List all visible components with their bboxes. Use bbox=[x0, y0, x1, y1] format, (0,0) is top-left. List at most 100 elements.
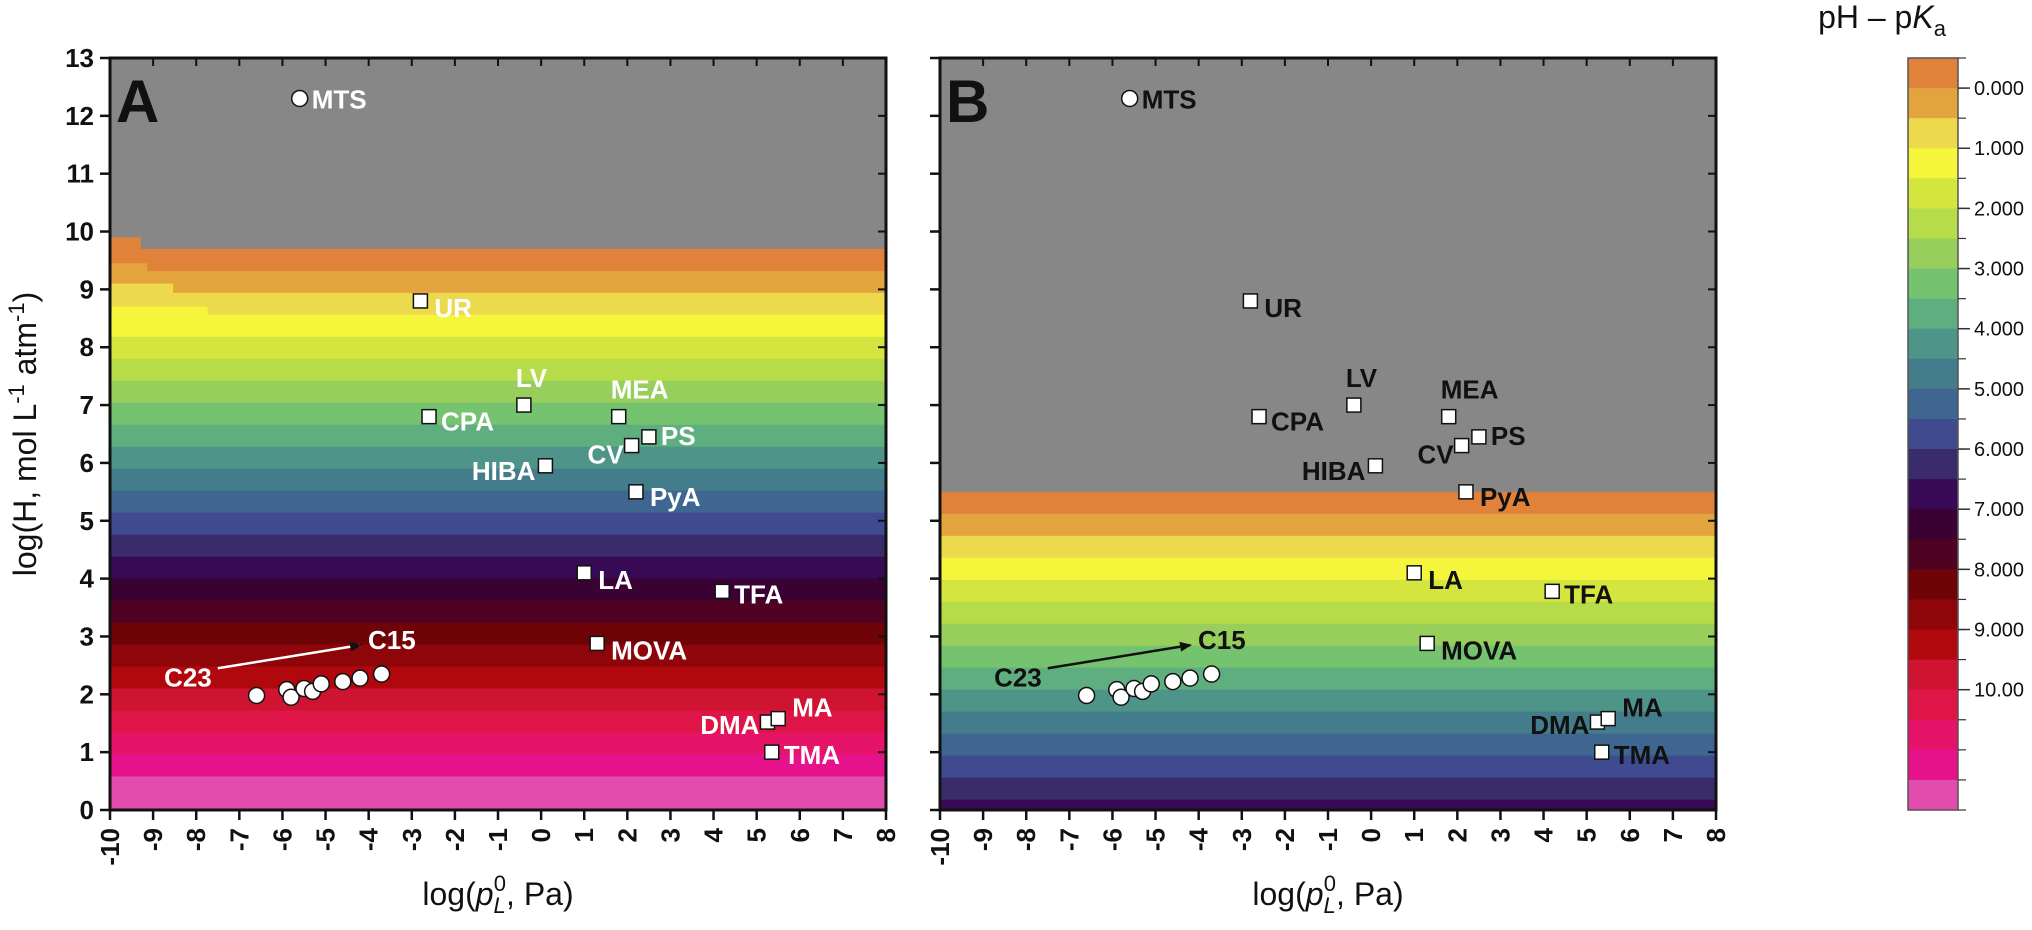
y-tick-label: 5 bbox=[80, 506, 94, 536]
cluster-point bbox=[282, 688, 300, 706]
panel-b-x-label: log(pL0, Pa) bbox=[1252, 871, 1403, 918]
color-band bbox=[110, 710, 886, 734]
colorbar-swatch bbox=[1908, 388, 1958, 420]
data-point bbox=[628, 484, 644, 500]
data-point bbox=[537, 458, 554, 474]
x-tick-label: -3 bbox=[397, 828, 427, 851]
color-band bbox=[110, 380, 886, 404]
colorbar-swatch bbox=[1908, 418, 1958, 450]
data-point bbox=[412, 293, 429, 309]
y-tick-label: 0 bbox=[80, 795, 94, 825]
data-point bbox=[1346, 397, 1362, 413]
colorbar-tick-label: 1.000 bbox=[1974, 138, 2024, 160]
point-label: UR bbox=[434, 293, 472, 323]
color-band bbox=[940, 557, 1716, 581]
color-band bbox=[940, 579, 1716, 603]
colorbar-tick-label: 3.000 bbox=[1974, 259, 2024, 281]
x-tick-label: 2 bbox=[1442, 828, 1472, 842]
color-band bbox=[110, 600, 886, 624]
point-label: C15 bbox=[1198, 625, 1246, 655]
point-label: C23 bbox=[164, 662, 212, 692]
colorbar-swatch bbox=[1908, 749, 1958, 781]
y-tick-label: 7 bbox=[80, 390, 94, 420]
color-band bbox=[110, 666, 886, 690]
data-point bbox=[290, 89, 309, 108]
point-label: TFA bbox=[1564, 579, 1613, 609]
colorbar-swatch bbox=[1908, 238, 1958, 270]
panel-a: C23 C15 MTS UR LV CPA MEA PS CV HIBA PyA LA TFA MOVA D… bbox=[4, 43, 901, 918]
panel-a-x-axis: -10 -9 -8 -7 -6 -5 -4 -3 -2 -1 0 1 2 3 4 5 6 7 8 bbox=[95, 58, 901, 866]
point-label: PyA bbox=[650, 482, 701, 512]
color-band bbox=[940, 777, 1716, 801]
data-point bbox=[589, 635, 605, 652]
y-tick-label: 6 bbox=[80, 448, 94, 478]
color-band bbox=[940, 689, 1716, 713]
point-label: DMA bbox=[700, 710, 759, 740]
color-band bbox=[110, 336, 886, 360]
color-band bbox=[110, 490, 886, 514]
color-band bbox=[940, 755, 1716, 779]
color-band bbox=[940, 601, 1716, 625]
point-label: MOVA bbox=[611, 635, 687, 665]
data-point bbox=[610, 408, 627, 425]
band-step bbox=[110, 306, 208, 329]
point-label: C23 bbox=[994, 662, 1042, 692]
color-band bbox=[940, 711, 1716, 735]
colorbar-swatch bbox=[1908, 779, 1958, 811]
point-label: MEA bbox=[1441, 375, 1499, 405]
colorbar-swatch bbox=[1908, 358, 1958, 390]
color-band bbox=[110, 468, 886, 492]
data-point bbox=[576, 565, 592, 581]
cluster-point bbox=[334, 672, 352, 691]
point-label: CV bbox=[1418, 440, 1455, 470]
data-point bbox=[764, 744, 780, 760]
color-band bbox=[110, 732, 886, 756]
panel-a-x-label: log(pL0, Pa) bbox=[422, 871, 573, 918]
cluster-point bbox=[1202, 665, 1221, 683]
data-point bbox=[623, 437, 640, 454]
x-tick-label: -4 bbox=[1184, 827, 1214, 851]
point-label: LA bbox=[1428, 565, 1463, 595]
y-tick-label: 10 bbox=[65, 217, 94, 247]
x-tick-label: -4 bbox=[354, 827, 384, 851]
y-tick-label: 11 bbox=[67, 159, 95, 189]
colorbar-title: pH – pKa bbox=[1818, 0, 1947, 41]
x-tick-label: -2 bbox=[1270, 828, 1300, 851]
point-label: MA bbox=[1622, 693, 1663, 723]
x-tick-label: 1 bbox=[569, 828, 599, 842]
colorbar-swatch bbox=[1908, 449, 1958, 480]
cluster-point bbox=[1142, 675, 1160, 693]
colorbar-swatch bbox=[1908, 659, 1958, 691]
point-label: MTS bbox=[1142, 84, 1197, 114]
data-point bbox=[1594, 744, 1610, 760]
point-label: C15 bbox=[368, 625, 416, 655]
panel-a-y-label: log(H, mol L-1 atm-1) bbox=[4, 292, 43, 577]
x-tick-label: 3 bbox=[1485, 828, 1515, 842]
x-tick-label: 5 bbox=[1572, 828, 1602, 842]
data-point bbox=[516, 397, 532, 413]
colorbar-swatches bbox=[1908, 58, 1958, 811]
y-tick-label: 12 bbox=[65, 101, 94, 131]
color-band bbox=[110, 446, 886, 470]
colorbar-swatch bbox=[1908, 629, 1958, 661]
data-point bbox=[1406, 565, 1422, 581]
point-label: DMA bbox=[1530, 710, 1589, 740]
data-point bbox=[714, 583, 730, 600]
point-label: MEA bbox=[611, 375, 669, 405]
point-label: PyA bbox=[1480, 482, 1531, 512]
point-label: CV bbox=[588, 440, 625, 470]
data-point bbox=[1242, 293, 1259, 309]
colorbar-swatch bbox=[1908, 509, 1958, 540]
point-label: TMA bbox=[1614, 740, 1671, 770]
point-label: PS bbox=[1491, 421, 1526, 451]
colorbar-swatch bbox=[1908, 58, 1958, 89]
point-label: LV bbox=[516, 363, 548, 393]
color-band bbox=[110, 776, 886, 800]
color-band bbox=[110, 270, 886, 294]
color-band bbox=[940, 733, 1716, 757]
series-arrow bbox=[217, 641, 363, 670]
point-label: UR bbox=[1264, 293, 1302, 323]
panel-a-plot: C23 C15 MTS UR LV CPA MEA PS CV HIBA PyA LA TFA MOVA D… bbox=[110, 58, 886, 810]
data-point bbox=[1600, 710, 1616, 727]
cluster-point bbox=[1164, 672, 1182, 691]
